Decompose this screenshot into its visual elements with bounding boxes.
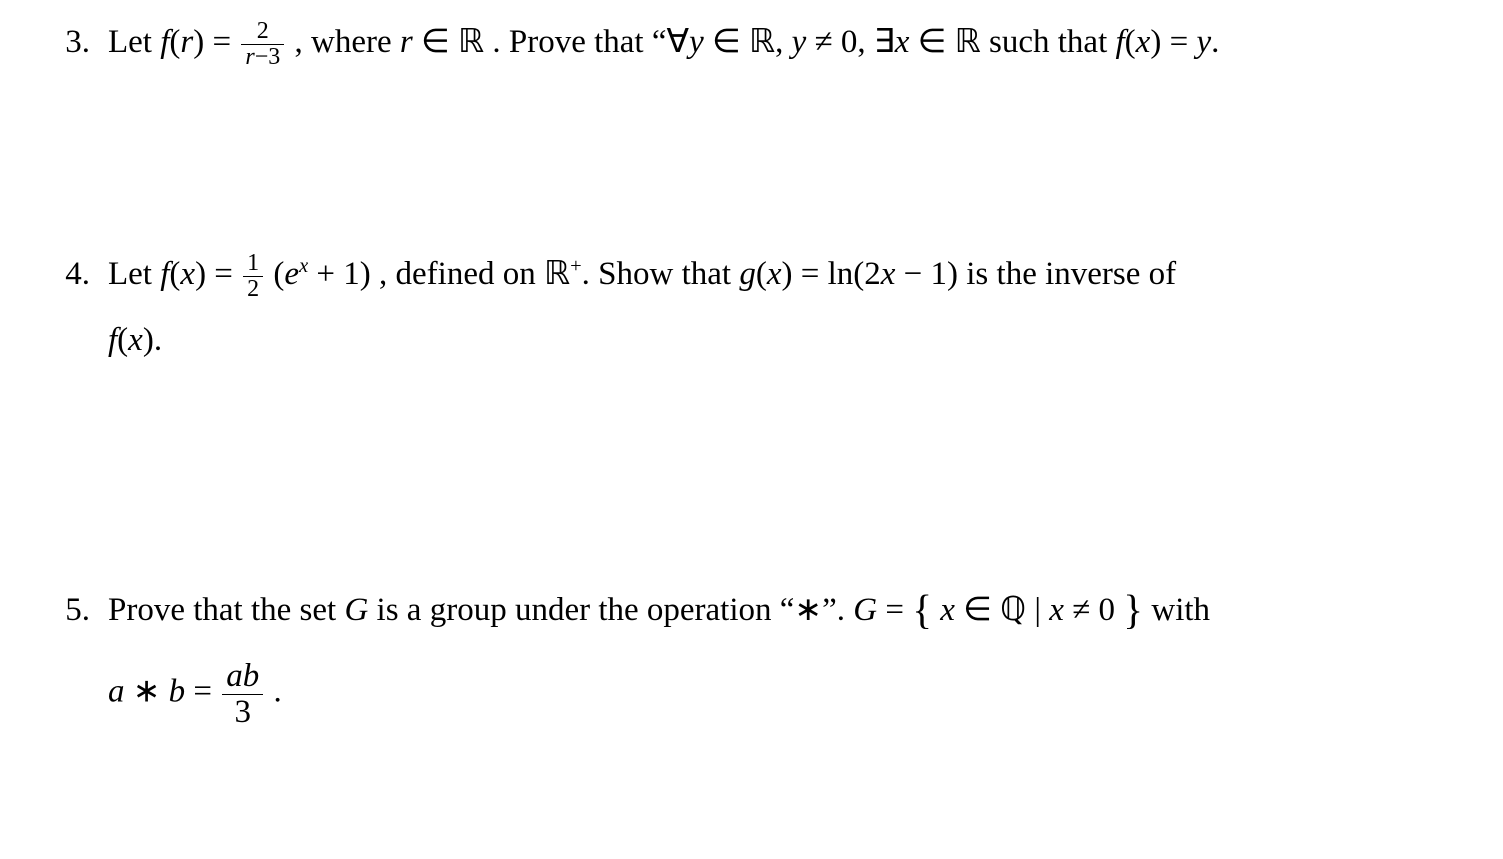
frac-numerator: ab [222,659,263,695]
text: . Show that [582,256,740,292]
fraction: 2 r−3 [241,19,284,70]
spacer [30,70,1473,250]
spacer [30,366,1473,586]
var-x: x [1136,24,1151,60]
var-y: y [792,24,807,60]
text: ”. [822,592,853,628]
fraction: ab 3 [222,659,263,729]
text: ∈ ℝ such that [909,24,1115,60]
var-G: G [853,592,877,628]
frac-numerator: 1 [243,251,263,277]
text: ∈ ℝ [413,24,484,60]
frac-denominator: 2 [243,277,263,302]
text: = ln(2 [792,256,880,292]
var-G: G [344,592,368,628]
fn-g: g [739,256,756,292]
text: − 1) [895,256,958,292]
var-y: y [1196,24,1211,60]
var-x: x [895,24,910,60]
var-b: b [169,674,186,710]
var-x: x [128,322,143,358]
text: Let [108,256,160,292]
problem-3: 3. Let f(r) = 2 r−3 , where r ∈ ℝ . Prov… [30,18,1473,70]
problem-number: 5. [30,586,108,636]
fn-f: f [108,322,117,358]
fn-f: f [160,256,169,292]
var-r: r [245,44,254,70]
var-x: x [767,256,782,292]
problem-5: 5. Prove that the set G is a group under… [30,586,1473,730]
problem-body: Let f(x) = 1 2 (ex + 1) , defined on ℝ+.… [108,250,1473,366]
text: , where [295,24,400,60]
text: ∈ [955,592,1000,628]
text: Prove that the set [108,592,344,628]
page: 3. Let f(r) = 2 r−3 , where r ∈ ℝ . Prov… [0,0,1503,859]
frac-numerator: 2 [241,19,284,45]
text: ∈ ℝ, [704,24,792,60]
sup-plus: + [570,255,582,277]
problem-body: Let f(r) = 2 r−3 , where r ∈ ℝ . Prove t… [108,18,1473,70]
problem-4: 4. Let f(x) = 1 2 (ex + 1) , defined on … [30,250,1473,366]
line-1: Prove that the set G is a group under th… [108,586,1473,636]
text: . [154,322,162,358]
op-minus: − [255,44,269,70]
line-2: a ∗ b = ab 3 . [108,659,1473,729]
text: with [1151,592,1210,628]
var-x: x [1049,592,1064,628]
text: . [1211,24,1219,60]
text: = [877,592,912,628]
fn-f: f [160,24,169,60]
line-2: f(x). [108,316,1473,366]
var-e: e [284,256,299,292]
fn-f: f [1116,24,1125,60]
problem-number: 4. [30,250,108,300]
text: ≠ 0 [1064,592,1115,628]
brace-open: { [912,586,932,632]
op-ast: ∗ [133,674,161,710]
text: = [1161,24,1196,60]
num-3: 3 [268,44,280,70]
text: . Prove that “∀ [492,24,689,60]
var-y: y [689,24,704,60]
set-bar: | [1034,592,1049,628]
var-x: x [881,256,896,292]
frac-denominator: 3 [222,695,263,730]
brace-close: } [1123,586,1143,632]
var-x: x [940,592,955,628]
var-x: x [180,256,195,292]
op-ast: ∗ [794,592,822,628]
problem-body: Prove that the set G is a group under th… [108,586,1473,730]
text: , defined on ℝ [379,256,570,292]
text: is a group under the operation “ [368,592,794,628]
text: = [193,674,220,710]
var-a: a [108,674,125,710]
set-Q: ℚ [1000,592,1026,628]
text: Let [108,24,160,60]
text: + 1) [308,256,371,292]
text: is the inverse of [958,256,1176,292]
text: . [274,674,282,710]
var-r: r [180,24,193,60]
line-1: Let f(x) = 1 2 (ex + 1) , defined on ℝ+.… [108,250,1473,302]
fraction-half: 1 2 [243,251,263,302]
problem-number: 3. [30,18,108,68]
frac-denominator: r−3 [241,45,284,70]
text: ≠ 0, ∃ [806,24,894,60]
exp-x: x [299,255,308,277]
var-r: r [400,24,413,60]
